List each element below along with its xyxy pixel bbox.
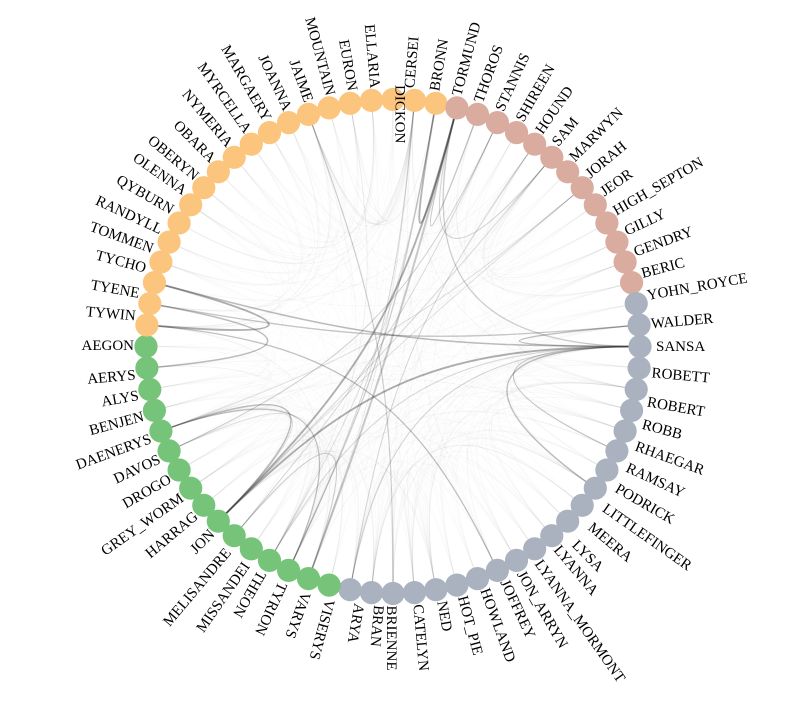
svg-text:BRAN: BRAN xyxy=(367,604,387,647)
svg-text:DICKON: DICKON xyxy=(392,85,408,143)
svg-text:AEGON: AEGON xyxy=(82,338,135,354)
svg-text:CERSEI: CERSEI xyxy=(402,36,422,89)
svg-text:BRIENNE: BRIENNE xyxy=(383,606,399,671)
svg-text:NED: NED xyxy=(433,600,454,633)
svg-text:CATELYN: CATELYN xyxy=(409,604,431,672)
svg-text:ROBETT: ROBETT xyxy=(651,365,711,386)
svg-text:ALYS: ALYS xyxy=(100,388,140,410)
svg-text:SANSA: SANSA xyxy=(656,339,705,355)
svg-text:TYWIN: TYWIN xyxy=(85,304,136,324)
svg-text:ELLARIA: ELLARIA xyxy=(361,24,383,89)
svg-text:WALDER: WALDER xyxy=(650,311,714,332)
svg-text:AERYS: AERYS xyxy=(87,368,137,388)
svg-text:ARYA: ARYA xyxy=(344,602,367,644)
